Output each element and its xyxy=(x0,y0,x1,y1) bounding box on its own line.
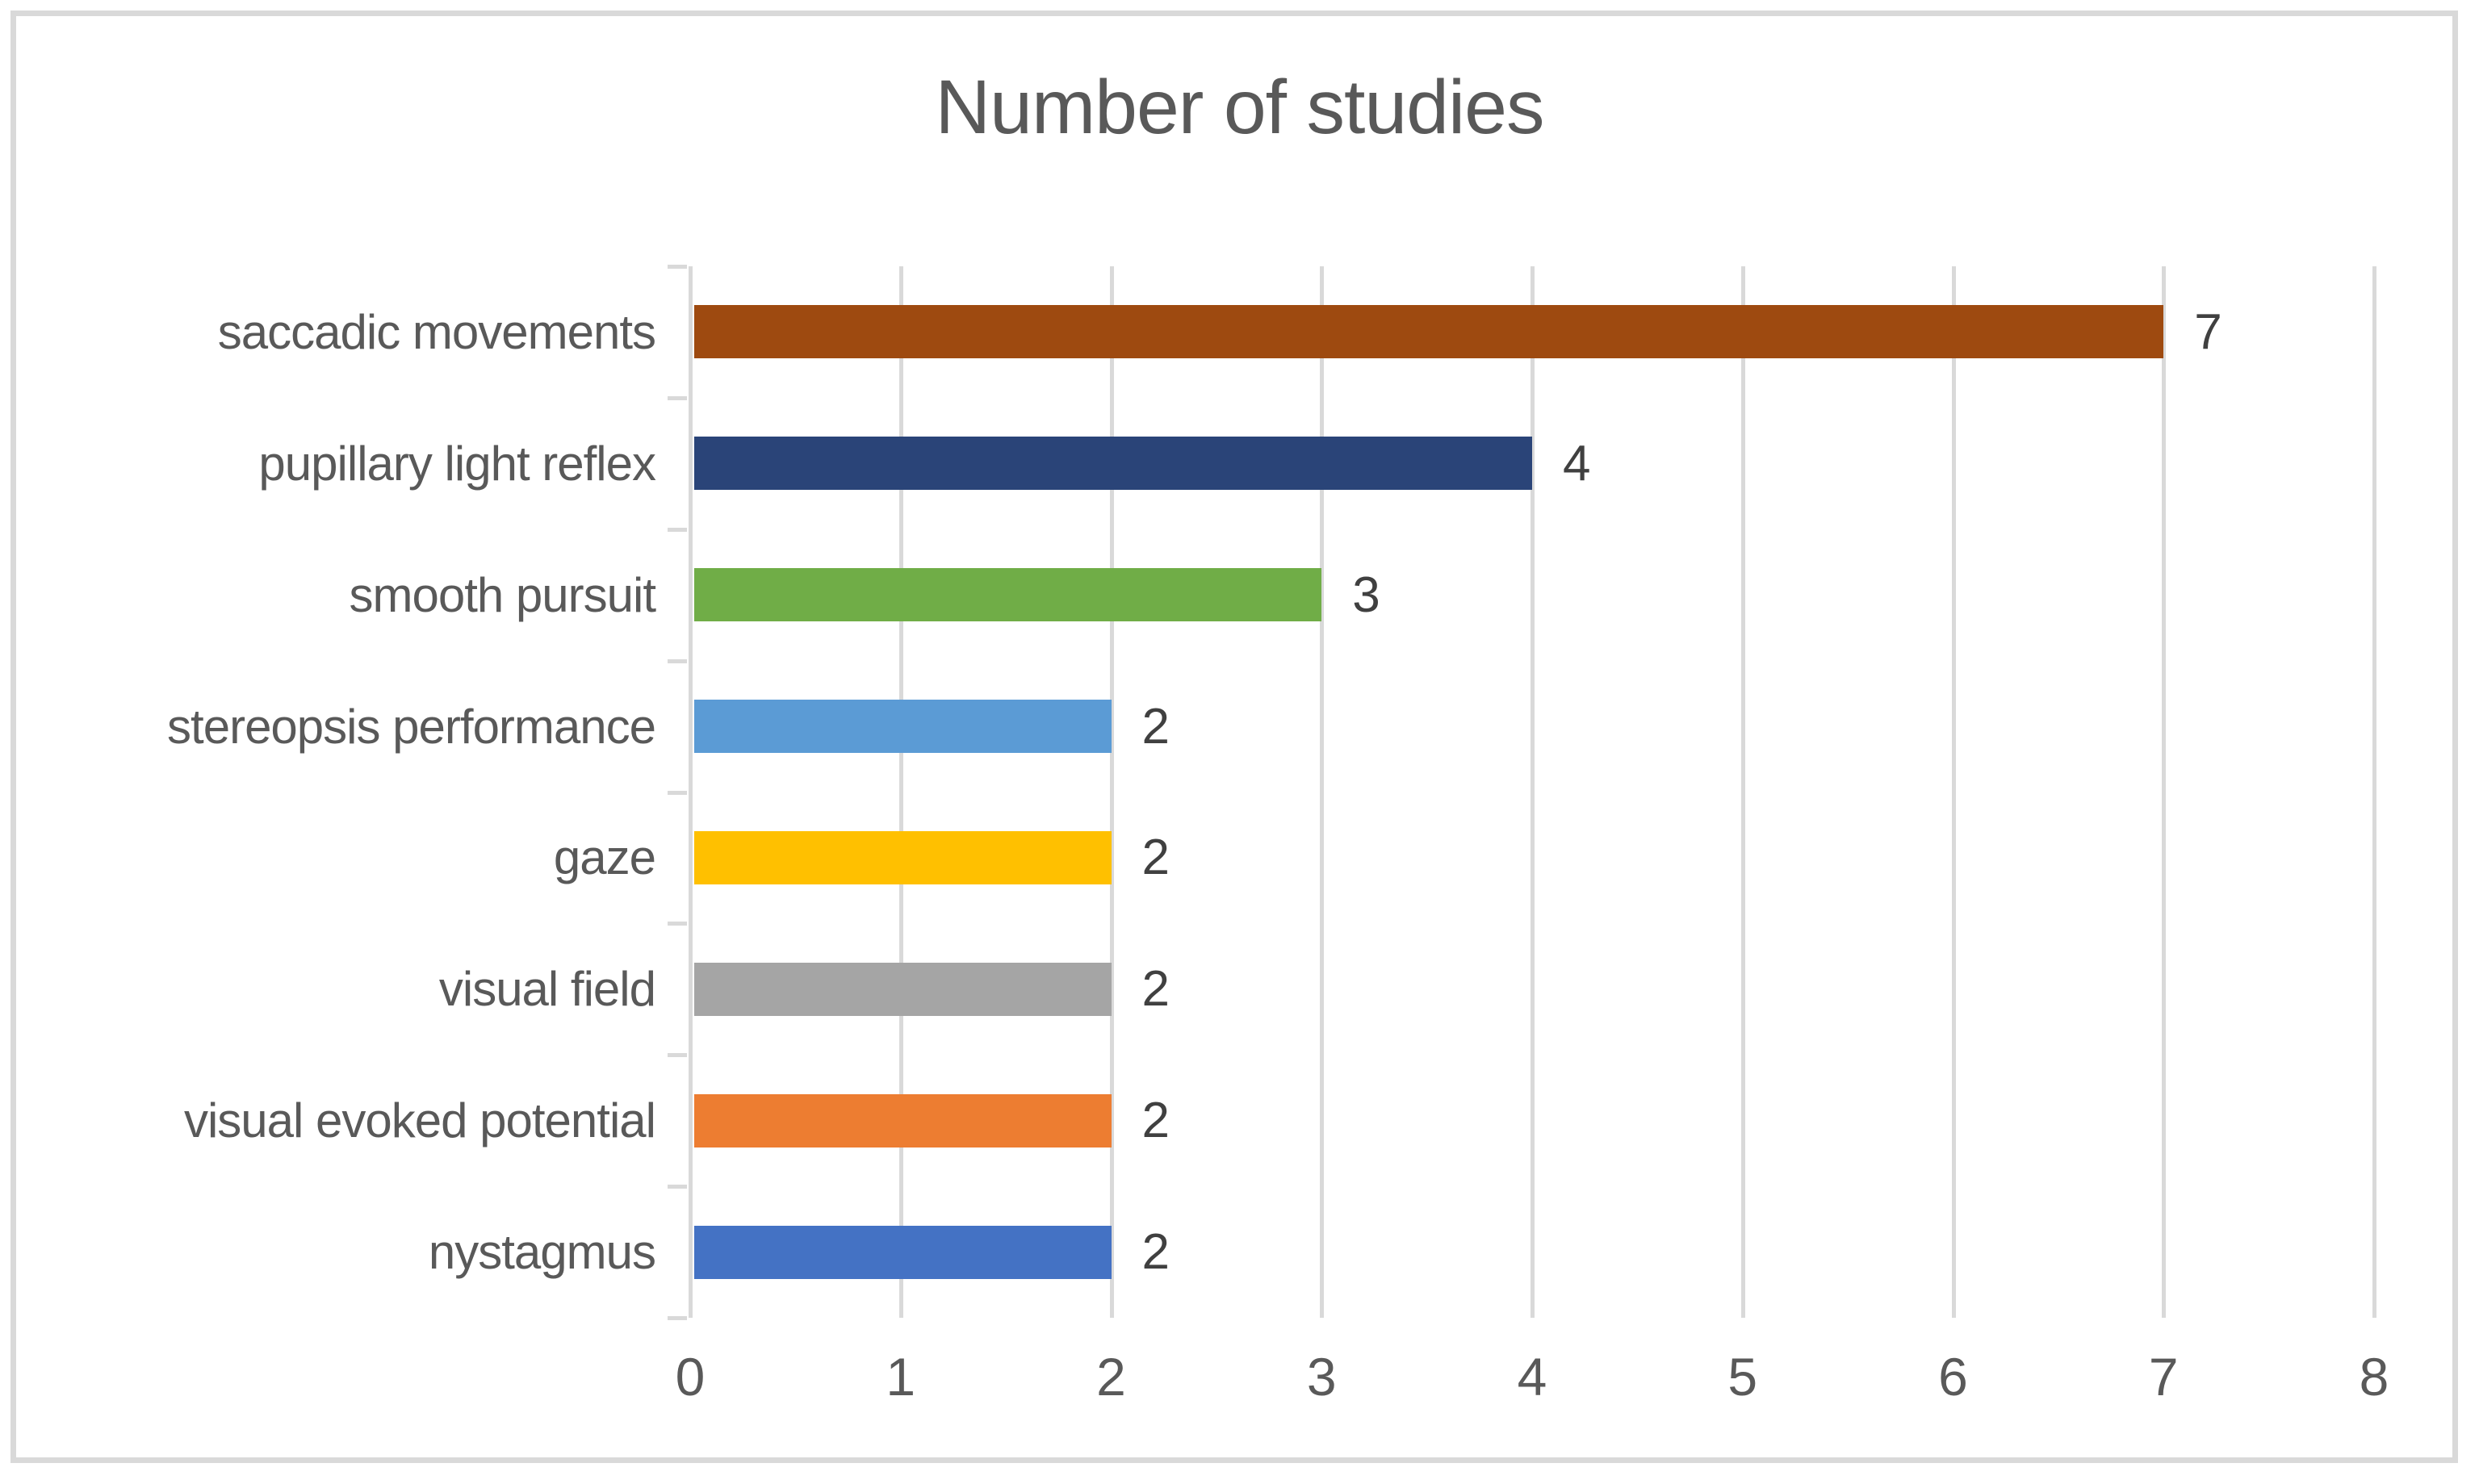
axis-tick xyxy=(668,658,687,663)
category-label: visual evoked potential xyxy=(183,1093,656,1148)
x-tick-label: 7 xyxy=(2148,1347,2179,1407)
x-tick-label: 2 xyxy=(1096,1347,1126,1407)
axis-tick xyxy=(668,1316,687,1320)
plot-area: 7 4 3 2 2 2 2 2 xyxy=(668,265,2376,1320)
axis-tick xyxy=(668,922,687,926)
gridline xyxy=(1951,266,1956,1318)
bar-gaze xyxy=(694,830,1112,884)
bar-visual-field xyxy=(694,962,1112,1016)
bar-nystagmus xyxy=(694,1225,1112,1279)
gridline xyxy=(898,266,903,1318)
gridline xyxy=(1320,266,1325,1318)
data-label: 2 xyxy=(1141,830,1170,886)
data-label: 2 xyxy=(1141,1224,1170,1281)
x-tick-label: 4 xyxy=(1517,1347,1547,1407)
category-axis-labels: saccadic movements pupillary light reflex… xyxy=(0,266,656,1318)
category-label: nystagmus xyxy=(428,1225,656,1280)
data-label: 2 xyxy=(1141,698,1170,755)
bar-saccadic-movements xyxy=(694,305,2164,359)
axis-tick xyxy=(668,1053,687,1058)
data-label: 2 xyxy=(1141,1093,1170,1149)
category-label: gaze xyxy=(553,830,656,885)
x-tick-label: 5 xyxy=(1727,1347,1758,1407)
data-label: 7 xyxy=(2194,303,2222,360)
chart-title: Number of studies xyxy=(935,65,1545,150)
category-axis-line xyxy=(689,266,693,1318)
gridline xyxy=(1531,266,1535,1318)
gridline xyxy=(1740,266,1745,1318)
x-tick-label: 0 xyxy=(675,1347,706,1407)
value-axis-labels: 0 1 2 3 4 5 6 7 8 xyxy=(676,1346,2389,1435)
data-label: 4 xyxy=(1563,435,1591,491)
x-tick-label: 1 xyxy=(886,1347,916,1407)
axis-tick xyxy=(668,790,687,795)
bar-visual-evoked-potential xyxy=(694,1093,1112,1147)
category-label: visual field xyxy=(438,962,656,1017)
x-tick-label: 8 xyxy=(2359,1347,2389,1407)
axis-tick xyxy=(668,395,687,400)
axis-tick xyxy=(668,527,687,532)
bar-smooth-pursuit xyxy=(694,568,1322,622)
gridline xyxy=(2162,266,2167,1318)
category-label: saccadic movements xyxy=(217,304,656,359)
axis-tick xyxy=(668,1185,687,1189)
data-label: 3 xyxy=(1352,566,1380,623)
gridline xyxy=(1109,266,1114,1318)
bar-stereopsis-performance xyxy=(694,700,1112,754)
x-tick-label: 6 xyxy=(1938,1347,1968,1407)
axis-tick xyxy=(668,265,687,269)
category-label: stereopsis performance xyxy=(167,699,656,754)
chart-border xyxy=(10,10,2458,1463)
category-label: smooth pursuit xyxy=(349,567,656,622)
category-label: pupillary light reflex xyxy=(258,436,656,491)
bar-pupillary-light-reflex xyxy=(694,437,1532,491)
x-tick-label: 3 xyxy=(1306,1347,1337,1407)
data-label: 2 xyxy=(1141,961,1170,1018)
gridline xyxy=(2372,266,2376,1318)
